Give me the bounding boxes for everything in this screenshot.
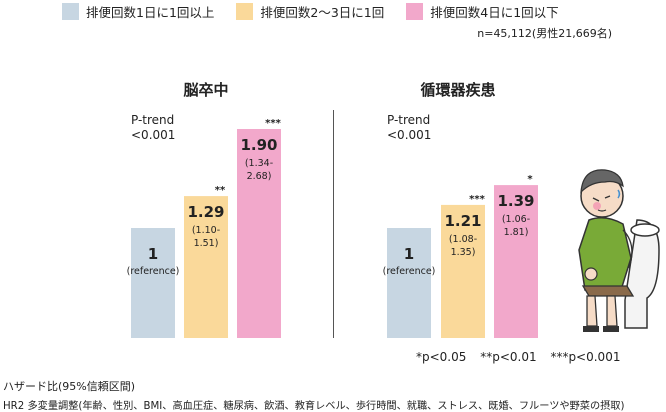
- significance-legend-item: *p<0.05: [416, 350, 467, 364]
- bar-ci-label: (1.06-: [502, 214, 530, 225]
- legend-label: 排便回数2〜3日に1回: [260, 5, 385, 20]
- bar-ci-label: (1.08-: [449, 234, 477, 245]
- p-trend-cardiovascular: P-trend <0.001: [387, 113, 431, 143]
- significance-marker: **: [215, 185, 226, 196]
- p-trend-value: <0.001: [387, 128, 432, 142]
- bar-value-label: 1.39: [497, 192, 534, 210]
- p-trend-value: <0.001: [131, 128, 176, 142]
- legend-label: 排便回数4日に1回以下: [430, 5, 559, 20]
- bar-value-label: 1: [404, 245, 414, 263]
- panel-divider: [333, 110, 334, 338]
- significance-legend: *p<0.05 **p<0.01 ***p<0.001: [416, 350, 630, 364]
- legend-swatch: [406, 3, 424, 20]
- bar-value-label: 1.90: [240, 136, 277, 154]
- bar-ci-label: (1.34-: [245, 158, 273, 169]
- bar-ci-label: (1.10-: [192, 225, 220, 236]
- bar-ci-label: 1.51): [194, 238, 219, 249]
- significance-marker: ***: [469, 194, 485, 205]
- p-trend-label: P-trend: [131, 113, 175, 127]
- bar: [131, 228, 175, 338]
- legend-swatch: [62, 3, 79, 20]
- bar-value-label: 1.29: [187, 203, 224, 221]
- p-trend-stroke: P-trend <0.001: [131, 113, 175, 143]
- bar: [441, 204, 485, 338]
- constipated-man-on-toilet-icon: [578, 169, 660, 332]
- sample-size-note: n=45,112(男性21,669名): [477, 27, 612, 40]
- chart-legend: 排便回数1日に1回以上 排便回数2〜3日に1回 排便回数4日に1回以下: [62, 2, 581, 21]
- bar-ci-label: (reference): [383, 266, 436, 277]
- bar-ci-label: 2.68): [247, 171, 272, 182]
- bar-value-label: 1.21: [444, 212, 481, 230]
- significance-marker: *: [527, 174, 533, 185]
- legend-item-every-4-days-or-less: 排便回数4日に1回以下: [406, 2, 559, 21]
- significance-marker: ***: [265, 118, 281, 129]
- footnote-hazard-ratio: ハザード比(95%信頼区間): [3, 380, 136, 393]
- bar: [387, 228, 431, 338]
- panel-title-stroke: 脳卒中: [183, 81, 229, 99]
- legend-item-every-2-3-days: 排便回数2〜3日に1回: [236, 2, 384, 21]
- significance-legend-item: **p<0.01: [480, 350, 537, 364]
- significance-legend-item: ***p<0.001: [550, 350, 621, 364]
- bar-ci-label: 1.35): [451, 247, 476, 258]
- bar: [494, 185, 538, 338]
- footnote-adjustment: HR2 多変量調整(年齢、性別、BMI、高血圧症、糖尿病、飲酒、教育レベル、歩行…: [3, 401, 625, 412]
- bar-value-label: 1: [148, 245, 158, 263]
- bar-ci-label: 1.81): [504, 227, 529, 238]
- bar: [237, 129, 281, 338]
- legend-item-daily: 排便回数1日に1回以上: [62, 2, 214, 21]
- p-trend-label: P-trend: [387, 113, 431, 127]
- legend-label: 排便回数1日に1回以上: [86, 5, 215, 20]
- bar: [184, 196, 228, 338]
- panel-title-cardiovascular: 循環器疾患: [420, 81, 496, 99]
- bar-ci-label: (reference): [127, 266, 180, 277]
- legend-swatch: [236, 3, 254, 20]
